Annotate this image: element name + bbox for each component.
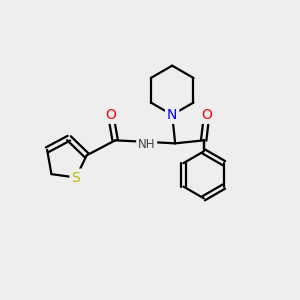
Text: O: O — [105, 108, 116, 122]
Text: S: S — [71, 170, 80, 184]
Text: NH: NH — [138, 138, 155, 151]
Text: N: N — [167, 108, 177, 122]
Text: O: O — [201, 108, 212, 122]
